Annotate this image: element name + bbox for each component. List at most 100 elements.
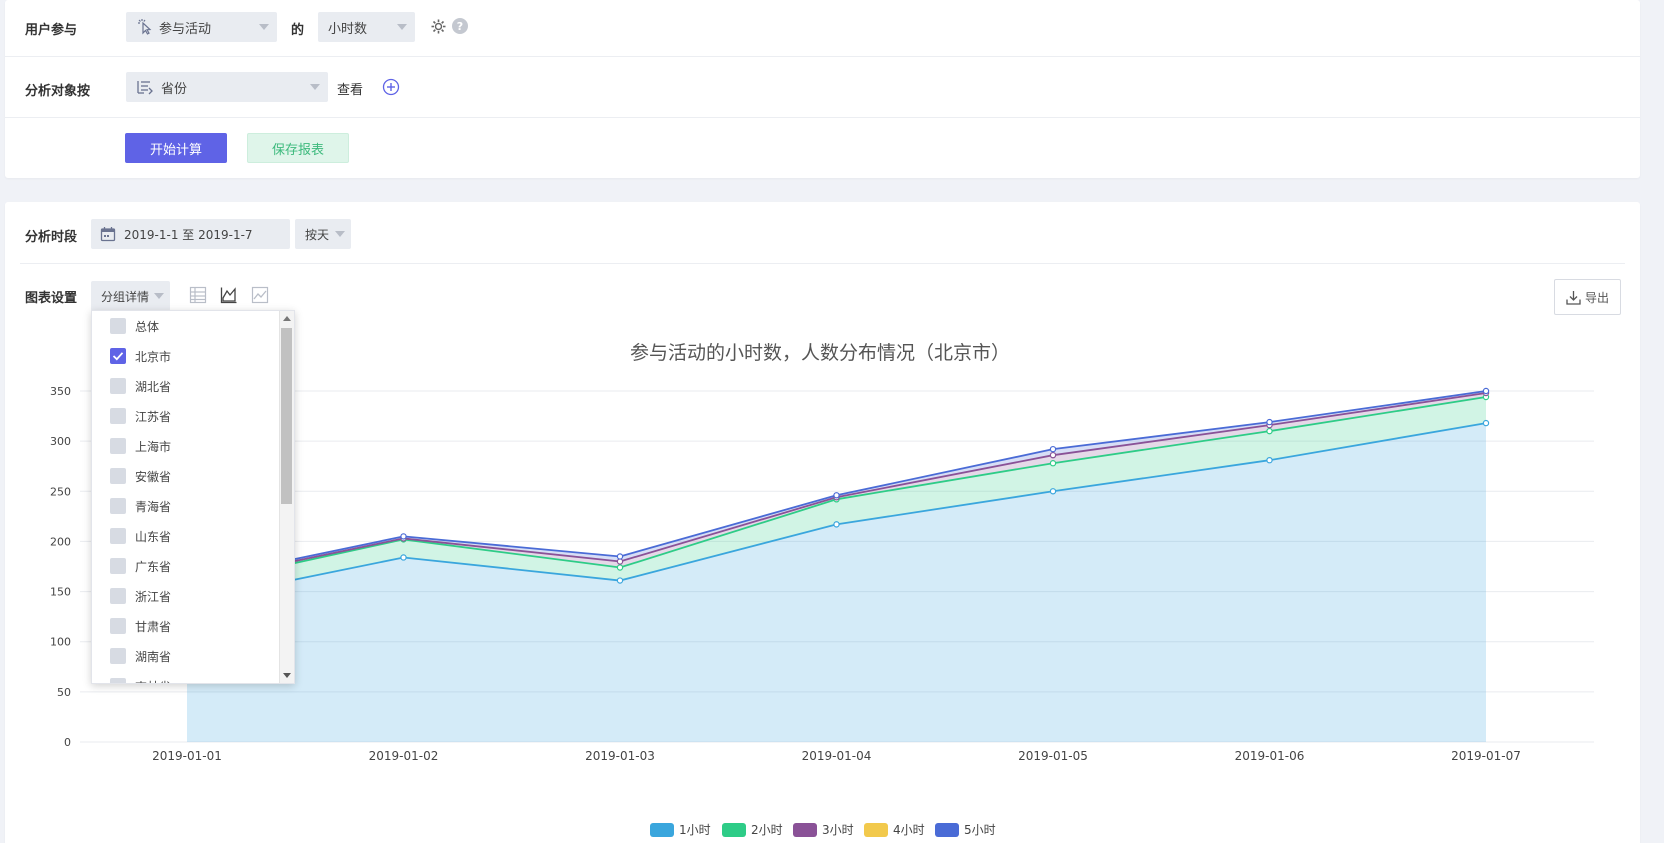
data-point[interactable]	[616, 553, 624, 560]
help-icon[interactable]: ?	[452, 18, 468, 34]
granularity-select[interactable]: 按天	[295, 219, 351, 249]
y-tick-label: 100	[50, 636, 71, 649]
checkbox-icon[interactable]	[110, 408, 126, 424]
data-point[interactable]	[1482, 387, 1490, 395]
checkbox-icon[interactable]	[110, 438, 126, 454]
legend-label: 4小时	[893, 823, 925, 837]
export-label: 导出	[1584, 290, 1609, 305]
group-by-select[interactable]: 省份	[126, 72, 328, 102]
checkbox-icon[interactable]	[110, 678, 126, 683]
y-tick-label: 350	[50, 385, 71, 398]
dropdown-option[interactable]: 湖北省	[92, 371, 277, 401]
data-point[interactable]	[1482, 419, 1490, 427]
y-tick-label: 50	[57, 686, 71, 699]
legend-item[interactable]: 3小时	[793, 821, 854, 838]
divider	[5, 117, 1640, 118]
calendar-icon	[100, 226, 116, 245]
dropdown-option[interactable]: 总体	[92, 311, 277, 341]
metric-select[interactable]: 小时数	[318, 12, 415, 42]
date-range-picker[interactable]: 2019-1-1 至 2019-1-7	[91, 219, 290, 249]
add-circle-icon[interactable]	[382, 78, 400, 96]
checkbox-icon[interactable]	[110, 498, 126, 514]
x-tick-label: 2019-01-07	[1451, 749, 1521, 763]
dropdown-option[interactable]: 安徽省	[92, 461, 277, 491]
checkbox-icon[interactable]	[110, 648, 126, 664]
dropdown-option[interactable]: 浙江省	[92, 581, 277, 611]
area-chart-icon[interactable]	[251, 286, 269, 304]
dropdown-option-label: 安徽省	[135, 469, 172, 484]
dropdown-option[interactable]: 甘肃省	[92, 611, 277, 641]
chart-areas	[187, 391, 1486, 742]
export-button[interactable]: 导出	[1554, 279, 1621, 315]
data-point[interactable]	[616, 564, 624, 571]
view-text: 查看	[337, 83, 364, 98]
x-tick-label: 2019-01-04	[802, 749, 872, 763]
scrollbar-thumb[interactable]	[281, 328, 292, 504]
checkbox-icon[interactable]	[110, 588, 126, 604]
dropdown-option[interactable]: 上海市	[92, 431, 277, 461]
data-point[interactable]	[400, 554, 407, 561]
scroll-up-arrow-icon[interactable]	[283, 316, 291, 321]
chevron-down-icon	[335, 231, 345, 237]
event-select[interactable]: 参与活动	[126, 12, 277, 42]
y-tick-label: 250	[50, 485, 71, 498]
data-point[interactable]	[1049, 451, 1057, 459]
scroll-down-arrow-icon[interactable]	[283, 673, 291, 678]
analysis-object-label: 分析对象按	[25, 84, 91, 99]
data-point[interactable]	[833, 492, 840, 499]
data-point[interactable]	[400, 533, 407, 540]
group-by-select-value: 省份	[161, 81, 188, 97]
dropdown-option[interactable]: 山东省	[92, 521, 277, 551]
dropdown-option[interactable]: 广东省	[92, 551, 277, 581]
legend-item[interactable]: 1小时	[650, 821, 711, 838]
checkbox-icon[interactable]	[110, 558, 126, 574]
x-tick-label: 2019-01-01	[152, 749, 222, 763]
dropdown-option[interactable]: 湖南省	[92, 641, 277, 671]
data-point[interactable]	[1266, 418, 1273, 426]
series-area	[187, 393, 1486, 587]
data-point[interactable]	[1266, 427, 1273, 435]
data-point[interactable]	[1049, 460, 1057, 467]
gear-icon[interactable]	[430, 18, 447, 35]
data-point[interactable]	[833, 521, 840, 528]
line-chart-icon[interactable]	[220, 286, 238, 304]
legend-item[interactable]: 4小时	[864, 821, 925, 838]
checkbox-icon[interactable]	[110, 618, 126, 634]
table-view-icon[interactable]	[189, 286, 207, 304]
dropdown-option[interactable]: 吉林省	[92, 671, 277, 683]
checkbox-icon[interactable]	[110, 528, 126, 544]
data-point[interactable]	[1049, 445, 1057, 453]
chart-title: 参与活动的小时数，人数分布情况（北京市）	[630, 342, 1010, 364]
analysis-period-label: 分析时段	[25, 230, 78, 245]
user-participation-label: 用户参与	[25, 23, 78, 38]
checkbox-icon[interactable]	[110, 468, 126, 484]
data-point[interactable]	[1266, 456, 1273, 464]
data-point[interactable]	[616, 577, 624, 584]
granularity-value: 按天	[305, 227, 330, 242]
dropdown-option[interactable]: 青海省	[92, 491, 277, 521]
y-tick-label: 300	[50, 435, 71, 448]
checkbox-checked-icon[interactable]	[110, 348, 126, 364]
legend-label: 2小时	[751, 823, 783, 837]
save-report-button[interactable]: 保存报表	[247, 133, 349, 163]
dropdown-option[interactable]: 北京市	[92, 341, 277, 371]
legend-item[interactable]: 5小时	[935, 821, 996, 838]
dropdown-scrollbar[interactable]	[279, 311, 294, 683]
legend-item[interactable]: 2小时	[722, 821, 783, 838]
chevron-down-icon	[259, 24, 269, 30]
dropdown-option-label: 上海市	[135, 439, 172, 454]
start-calc-button[interactable]: 开始计算	[125, 133, 227, 163]
dropdown-option[interactable]: 江苏省	[92, 401, 277, 431]
checkbox-icon[interactable]	[110, 318, 126, 334]
divider	[5, 56, 1640, 57]
data-point[interactable]	[1049, 488, 1057, 495]
checkbox-icon[interactable]	[110, 378, 126, 394]
chevron-down-icon	[310, 84, 320, 90]
x-tick-label: 2019-01-06	[1235, 749, 1305, 763]
dropdown-option-label: 江苏省	[135, 409, 172, 424]
legend-swatch	[864, 822, 888, 837]
dropdown-option-label: 湖北省	[135, 379, 172, 394]
y-tick-label: 200	[50, 535, 71, 548]
group-detail-select[interactable]: 分组详情	[91, 281, 170, 311]
legend-swatch	[650, 822, 674, 837]
